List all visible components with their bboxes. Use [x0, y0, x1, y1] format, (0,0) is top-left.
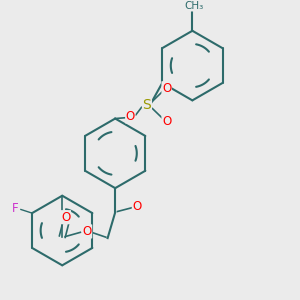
Text: F: F — [12, 202, 19, 215]
Text: O: O — [162, 82, 171, 95]
Text: O: O — [132, 200, 142, 213]
Text: O: O — [126, 110, 135, 123]
Text: O: O — [82, 225, 92, 238]
Text: O: O — [162, 115, 171, 128]
Text: S: S — [142, 98, 151, 112]
Text: O: O — [61, 211, 70, 224]
Text: CH₃: CH₃ — [184, 1, 203, 11]
